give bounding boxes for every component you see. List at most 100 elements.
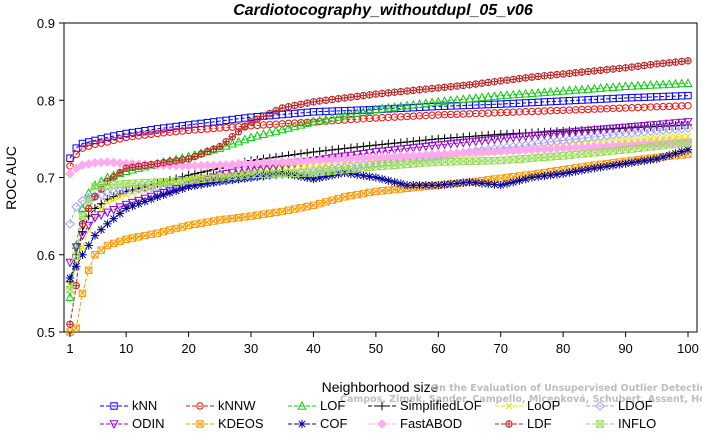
- data-point-ldf: [284, 103, 293, 111]
- data-point-odin: [464, 138, 475, 148]
- data-point-ldf: [603, 65, 611, 74]
- data-point-cof: [571, 167, 580, 176]
- data-point-cof: [84, 241, 93, 250]
- data-point-ldf: [497, 77, 505, 85]
- data-point-ldf: [490, 78, 499, 86]
- data-point-odin: [564, 128, 575, 138]
- data-point-ldf: [440, 83, 449, 91]
- legend-marker: [297, 400, 307, 410]
- x-tick-label: 30: [244, 341, 258, 356]
- data-point-cof: [171, 186, 181, 195]
- data-point-loop: [653, 134, 661, 142]
- data-point-lof: [514, 89, 525, 98]
- data-point-cof: [402, 181, 412, 190]
- data-point-lof: [614, 81, 624, 91]
- data-point-odin: [589, 126, 599, 136]
- data-point-lof: [396, 101, 406, 111]
- x-tick-label: 50: [369, 341, 383, 356]
- data-point-odin: [652, 120, 662, 130]
- data-point-ldf: [621, 64, 630, 72]
- data-point-odin: [208, 173, 219, 183]
- data-point-cof: [365, 172, 374, 181]
- data-point-inflo: [78, 212, 87, 220]
- x-tick-label: 1: [66, 341, 73, 356]
- data-point-loop: [671, 133, 680, 141]
- data-point-lof: [414, 99, 425, 108]
- data-point-lof: [496, 90, 506, 100]
- data-point-odin: [533, 131, 543, 141]
- data-point-lof: [377, 103, 387, 113]
- y-tick-label: 0.7: [37, 171, 55, 186]
- data-point-odin: [552, 129, 562, 139]
- data-point-lof: [483, 91, 493, 101]
- data-point-odin: [620, 123, 631, 133]
- data-point-cof: [671, 149, 680, 158]
- y-tick-label: 0.6: [37, 248, 55, 263]
- data-point-knn: [66, 154, 74, 162]
- data-point-odin: [633, 122, 643, 132]
- data-point-odin: [677, 118, 687, 128]
- data-point-kdeos: [353, 190, 361, 199]
- data-point-lof: [446, 95, 456, 105]
- data-point-simplifiedlof: [396, 138, 406, 147]
- series-markers-knn: [66, 91, 692, 162]
- data-point-lof: [296, 119, 306, 129]
- data-point-lof: [283, 122, 294, 132]
- data-point-kdeos: [340, 193, 349, 201]
- data-point-ldf: [91, 193, 99, 201]
- data-point-cof: [577, 166, 587, 175]
- legend-label: FastABOD: [400, 416, 462, 431]
- legend-item-knn: kNN: [100, 398, 157, 413]
- data-point-lof: [84, 187, 94, 197]
- data-point-odin: [527, 132, 537, 141]
- data-point-cof: [465, 177, 474, 187]
- data-point-ldf: [472, 80, 480, 88]
- data-point-simplifiedlof: [359, 142, 368, 151]
- data-point-ldf: [166, 158, 174, 166]
- legend-marker: [595, 401, 605, 411]
- data-point-lof: [233, 136, 244, 146]
- data-point-kdeos: [322, 198, 330, 206]
- data-point-ldf: [291, 101, 299, 110]
- data-point-cof: [558, 169, 568, 178]
- data-point-loop: [634, 135, 642, 144]
- data-point-lof: [215, 143, 225, 152]
- data-point-cof: [627, 158, 637, 167]
- data-point-ldf: [141, 161, 149, 170]
- data-point-cof: [371, 173, 381, 182]
- data-point-lof: [402, 100, 412, 110]
- legend-label: LOF: [320, 398, 345, 413]
- data-point-kdeos: [315, 199, 324, 208]
- data-point-lof: [271, 126, 281, 135]
- data-point-ldf: [66, 320, 74, 328]
- data-point-odin: [408, 144, 418, 153]
- y-tick-label: 0.5: [37, 325, 55, 340]
- y-tick-label: 0.9: [37, 16, 55, 31]
- data-point-odin: [645, 121, 656, 131]
- data-point-lof: [645, 80, 656, 89]
- data-point-odin: [639, 121, 649, 131]
- data-point-ldf: [384, 89, 393, 97]
- data-point-cof: [502, 179, 512, 188]
- data-point-ldf: [509, 75, 517, 84]
- legend-label: ODIN: [132, 416, 165, 431]
- data-point-ldf: [415, 86, 424, 94]
- data-point-simplifiedlof: [327, 145, 337, 155]
- data-point-lof: [308, 116, 319, 126]
- data-point-lof: [552, 86, 562, 96]
- data-point-lof: [489, 91, 500, 100]
- data-point-lof: [502, 90, 512, 99]
- legend-item-fastabod: FastABOD: [368, 416, 462, 431]
- legend-label: kNN: [132, 398, 157, 413]
- data-point-ldf: [122, 164, 130, 172]
- data-point-kdeos: [97, 246, 105, 254]
- data-point-ldf: [128, 163, 137, 172]
- data-point-cof: [165, 188, 175, 197]
- data-point-ldof: [71, 201, 82, 212]
- data-point-loop: [116, 193, 124, 201]
- data-point-lof: [358, 106, 369, 116]
- data-point-ldf: [503, 76, 511, 84]
- legend-label: INFLO: [618, 416, 656, 431]
- data-point-ldf: [209, 145, 218, 153]
- data-point-ldf: [546, 71, 555, 79]
